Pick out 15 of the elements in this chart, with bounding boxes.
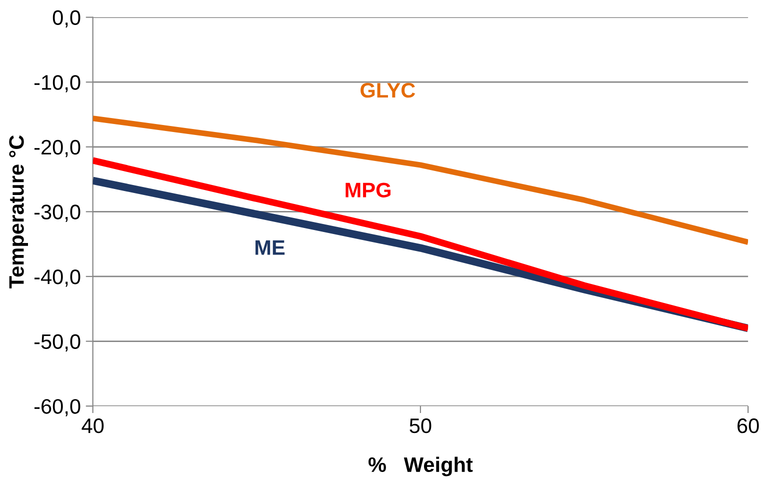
y-axis-title: Temperature °C: [9, 135, 28, 288]
y-tick-label: -60,0: [34, 399, 80, 416]
series-label: MPG: [346, 182, 390, 198]
y-tick-label: -10,0: [34, 75, 80, 92]
x-tick-label: 60: [738, 418, 759, 434]
y-tick-label: -50,0: [34, 334, 80, 352]
x-tick-label: 40: [82, 418, 104, 434]
x-axis-title: % Weight: [368, 456, 473, 476]
y-tick-label: -30,0: [34, 204, 80, 222]
y-tick-label: -40,0: [34, 269, 80, 287]
x-tick-label: 50: [410, 418, 432, 434]
y-tick-label: 0,0: [52, 10, 80, 28]
text: GLYC: [360, 82, 416, 98]
series-label: ME: [256, 240, 285, 255]
y-tick-label: -20,0: [34, 140, 80, 158]
